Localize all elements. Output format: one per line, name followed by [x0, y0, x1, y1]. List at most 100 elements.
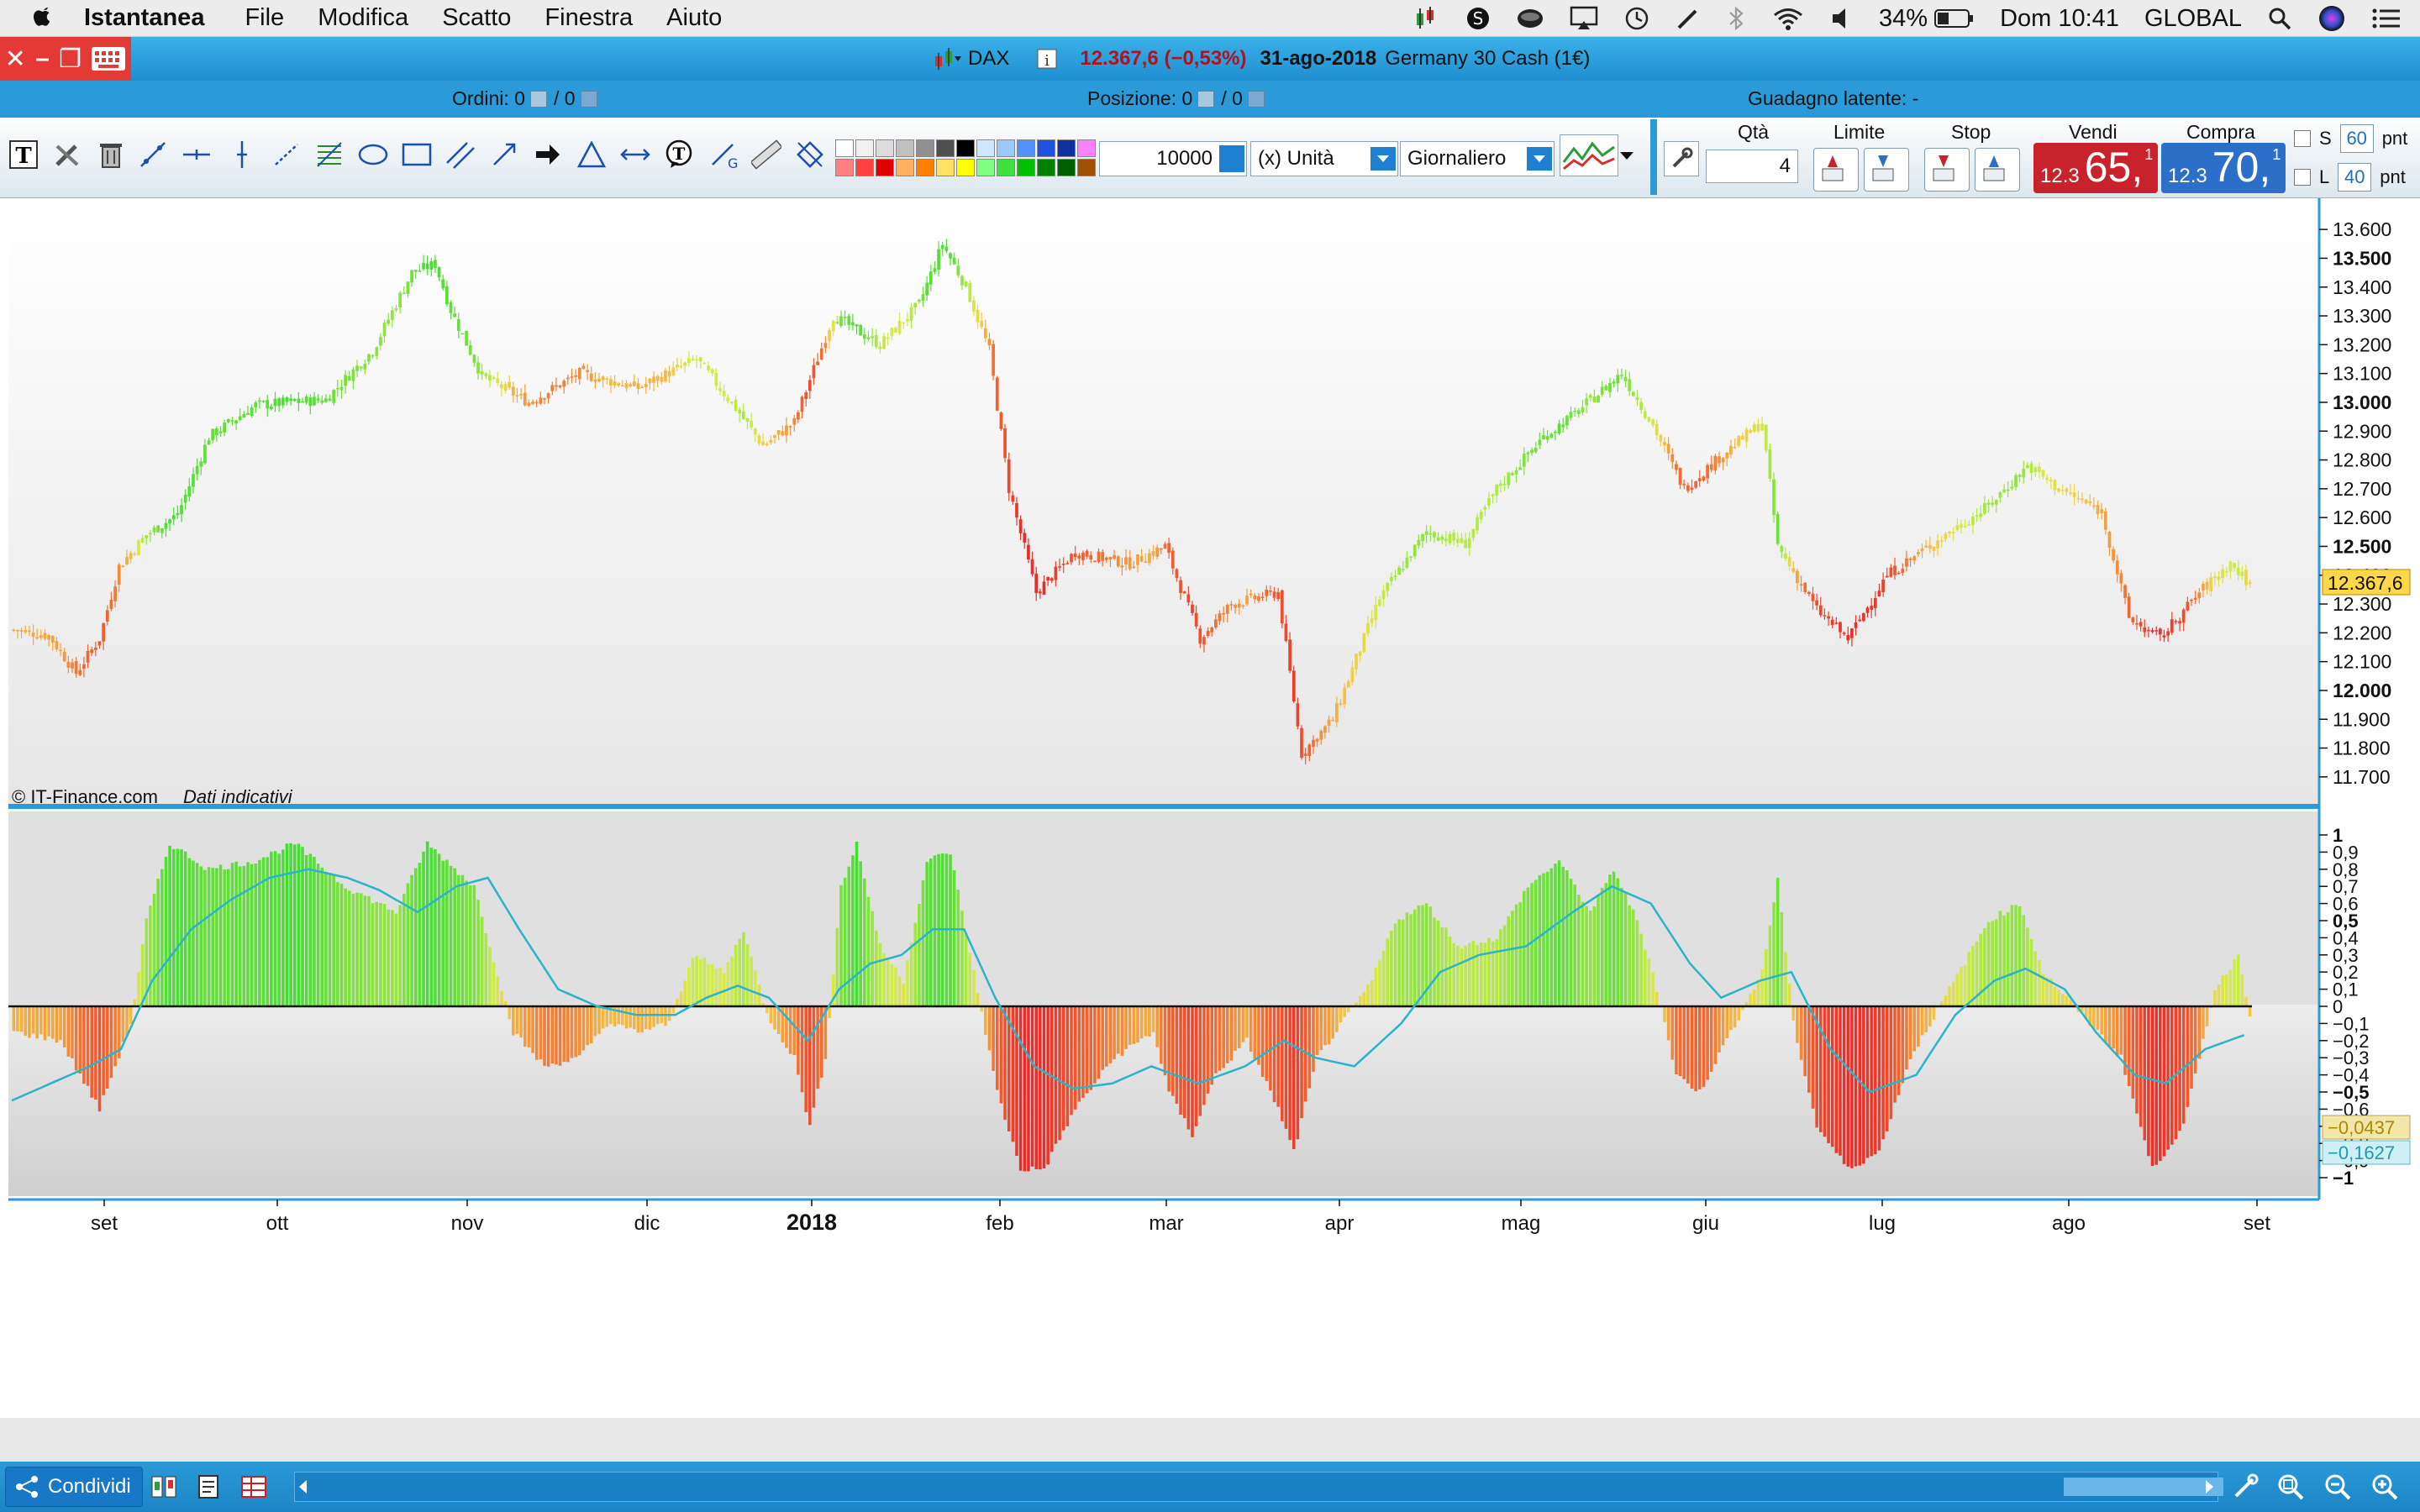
position-settings-icon[interactable] [1247, 90, 1265, 108]
price-and-indicator-chart[interactable]: 13.600 13.500 13.400 13.300 13.200 13.100 13.0… [0, 198, 2420, 1462]
trend-line-icon[interactable] [134, 136, 171, 173]
color-swatch[interactable] [916, 159, 934, 176]
time-machine-icon[interactable] [1623, 5, 1650, 32]
arrow-tool-icon[interactable] [529, 136, 566, 173]
zoom-fit-icon[interactable] [2274, 1470, 2307, 1504]
horizontal-line-icon[interactable] [178, 136, 215, 173]
color-swatch[interactable] [916, 139, 934, 157]
menu-edit[interactable]: Modifica [318, 4, 409, 31]
color-swatch[interactable] [876, 139, 894, 157]
tools-icon[interactable] [49, 136, 86, 173]
period-select[interactable]: Giornaliero [1400, 141, 1555, 176]
table-icon[interactable] [237, 1470, 271, 1504]
layout-icon[interactable] [148, 1470, 182, 1504]
fibonacci-icon[interactable] [311, 136, 348, 173]
color-swatch[interactable] [956, 159, 975, 176]
order-settings-icon[interactable] [1664, 141, 1699, 176]
close-window-icon[interactable]: ✕ [4, 45, 26, 73]
notification-center-icon[interactable] [2371, 6, 2402, 31]
color-swatch[interactable] [1037, 159, 1055, 176]
pen-icon[interactable] [1676, 6, 1701, 31]
apple-menu-icon[interactable] [25, 0, 62, 37]
volume-icon[interactable] [1830, 6, 1854, 31]
stop-l-value[interactable]: 40 [2338, 163, 2372, 192]
minimize-window-icon[interactable]: – [35, 45, 50, 72]
chart-area[interactable]: 13.600 13.500 13.400 13.300 13.200 13.100 13.0… [0, 198, 2420, 1418]
vertical-line-icon[interactable] [224, 136, 260, 173]
share-button[interactable]: Condividi [5, 1467, 143, 1507]
orders-summary[interactable]: Ordini: 0 / 0 [452, 87, 604, 110]
color-swatch[interactable] [896, 159, 914, 176]
buy-button[interactable]: 12.3 70, 1 [2161, 143, 2286, 193]
scrollbar-thumb[interactable] [2064, 1478, 2223, 1496]
color-swatch[interactable] [1077, 159, 1096, 176]
bluetooth-icon[interactable] [1726, 5, 1746, 32]
close-position-icon[interactable] [1197, 90, 1215, 108]
channel-tool-icon[interactable] [442, 136, 479, 173]
color-swatch[interactable] [997, 139, 1015, 157]
instrument-symbol[interactable]: DAX [968, 47, 1010, 70]
triangle-tool-icon[interactable] [573, 136, 610, 173]
horizontal-scrollbar[interactable] [294, 1472, 2223, 1502]
wifi-icon[interactable] [1771, 6, 1805, 31]
ellipse-tool-icon[interactable] [355, 136, 392, 173]
color-swatch[interactable] [835, 159, 854, 176]
color-swatch[interactable] [1017, 139, 1035, 157]
projection-tool-icon[interactable] [486, 136, 523, 173]
annotation-tool-icon[interactable]: T [660, 136, 697, 173]
color-swatch[interactable] [976, 159, 995, 176]
color-swatch[interactable] [835, 139, 854, 157]
select-tool-icon[interactable] [792, 136, 829, 173]
stop-buy-button[interactable] [1975, 148, 2020, 192]
candle-type-icon[interactable] [933, 46, 961, 71]
units-field[interactable]: 10000 [1099, 141, 1247, 176]
menu-window[interactable]: Finestra [544, 4, 634, 31]
stocks-icon[interactable] [1413, 5, 1440, 32]
color-swatch[interactable] [936, 139, 955, 157]
menu-app-name[interactable]: Istantanea [84, 4, 205, 31]
color-swatch[interactable] [876, 159, 894, 176]
stop-s-checkbox[interactable] [2294, 130, 2311, 147]
unit-type-dropdown-icon[interactable] [1370, 147, 1396, 171]
stop-sell-button[interactable] [1924, 148, 1970, 192]
position-summary[interactable]: Posizione: 0 / 0 [1087, 87, 1271, 110]
menu-file[interactable]: File [245, 4, 285, 31]
trash-icon[interactable] [92, 136, 129, 173]
color-swatch[interactable] [997, 159, 1015, 176]
stop-s-value[interactable]: 60 [2339, 124, 2374, 153]
clock[interactable]: Dom 10:41 [2000, 4, 2119, 32]
color-palette[interactable] [835, 139, 1096, 176]
zoom-out-icon[interactable] [2321, 1470, 2354, 1504]
limit-sell-button[interactable] [1813, 148, 1859, 192]
unit-type-select[interactable]: (x) Unità [1250, 141, 1398, 176]
siri-icon[interactable] [2317, 4, 2346, 33]
zoom-in-icon[interactable] [2368, 1470, 2402, 1504]
color-swatch[interactable] [855, 159, 874, 176]
sell-button[interactable]: 12.3 65, 1 [2033, 143, 2158, 193]
cancel-orders-icon[interactable] [529, 90, 547, 108]
orders-settings-icon[interactable] [580, 90, 597, 108]
ruler-icon[interactable] [748, 136, 785, 173]
restore-window-icon[interactable]: ❐ [59, 45, 82, 73]
gann-tool-icon[interactable]: G [704, 136, 741, 173]
indicators-dropdown-icon[interactable] [1617, 143, 1637, 168]
color-swatch[interactable] [956, 139, 975, 157]
settings-tool-icon[interactable] [2228, 1470, 2262, 1504]
color-swatch[interactable] [1037, 139, 1055, 157]
rectangle-tool-icon[interactable] [398, 136, 435, 173]
menu-help[interactable]: Aiuto [666, 4, 723, 31]
scroll-left-icon[interactable] [295, 1473, 312, 1501]
color-swatch[interactable] [1057, 159, 1076, 176]
drive-icon[interactable] [1516, 6, 1544, 31]
stop-l-checkbox[interactable] [2294, 169, 2311, 186]
indicators-icon[interactable] [1560, 134, 1618, 176]
skype-icon[interactable]: S [1465, 6, 1491, 31]
text-tool-icon[interactable]: T [5, 136, 42, 173]
airplay-icon[interactable] [1570, 6, 1598, 31]
color-swatch[interactable] [936, 159, 955, 176]
color-swatch[interactable] [896, 139, 914, 157]
measure-tool-icon[interactable] [617, 136, 654, 173]
color-swatch[interactable] [1077, 139, 1096, 157]
input-source[interactable]: GLOBAL [2144, 4, 2242, 32]
ray-icon[interactable] [267, 136, 304, 173]
